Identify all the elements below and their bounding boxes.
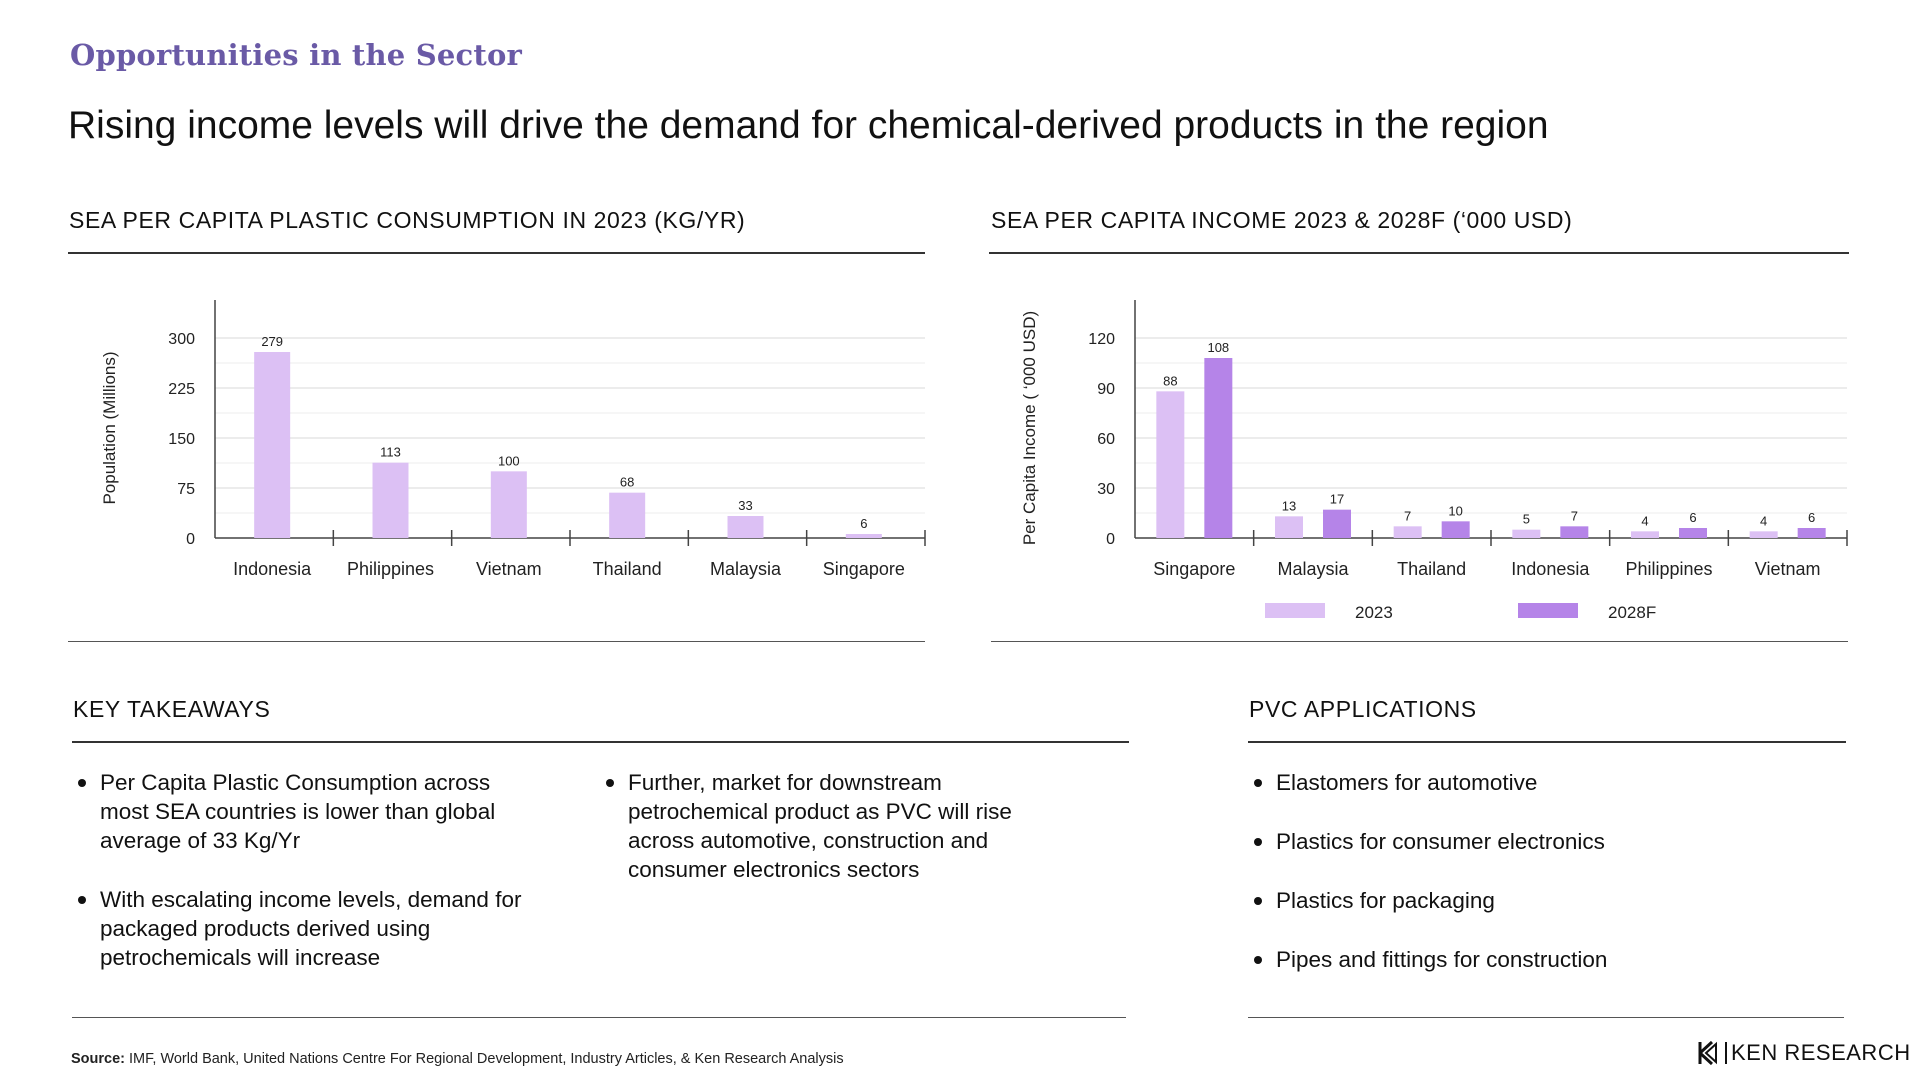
bar — [1323, 509, 1351, 538]
bar — [1393, 526, 1422, 538]
y-tick-label: 0 — [1106, 531, 1115, 548]
legend-swatch — [1265, 603, 1325, 618]
data-label: 113 — [380, 445, 401, 460]
y-tick-label: 30 — [1097, 481, 1115, 498]
y-tick-label: 300 — [168, 331, 195, 348]
pvc-applications-bottom-rule — [1248, 1017, 1844, 1018]
takeaways-column-1: Per Capita Plastic Consumption across mo… — [74, 768, 544, 972]
x-tick-label: Thailand — [593, 559, 662, 579]
bar — [1797, 528, 1826, 538]
x-tick-label: Vietnam — [476, 559, 542, 579]
right-chart-bottom-rule — [991, 641, 1848, 642]
bar — [1156, 391, 1185, 538]
x-tick-label: Singapore — [1153, 559, 1235, 579]
data-label: 6 — [1808, 510, 1815, 525]
plastic-consumption-chart: 0 75 150 225 300 Population (Millions) 279 Indo… — [100, 300, 926, 579]
y-tick-label: 225 — [168, 381, 195, 398]
source-text: IMF, World Bank, United Nations Centre F… — [125, 1051, 844, 1067]
data-label: 7 — [1404, 508, 1411, 523]
y-tick-label: 90 — [1097, 381, 1115, 398]
data-label: 5 — [1523, 512, 1530, 527]
legend-label: 2023 — [1355, 603, 1393, 622]
page-headline: Rising income levels will drive the dema… — [68, 104, 1549, 147]
takeaway-item: Per Capita Plastic Consumption across mo… — [74, 768, 544, 855]
bar — [1631, 531, 1659, 538]
application-item: Plastics for packaging — [1250, 886, 1810, 915]
left-chart-title: SEA PER CAPITA PLASTIC CONSUMPTION IN 20… — [69, 207, 746, 233]
key-takeaways-rule — [72, 741, 1129, 743]
data-label: 4 — [1641, 513, 1648, 528]
bar — [609, 492, 646, 538]
bar — [1560, 526, 1589, 538]
bar — [1512, 529, 1541, 538]
y-tick-label: 0 — [186, 531, 195, 548]
bar — [254, 352, 291, 538]
ken-research-logo: KEN RESEARCH — [1697, 1040, 1911, 1066]
x-tick-label: Singapore — [823, 559, 905, 579]
x-tick-label: Philippines — [1625, 559, 1712, 579]
x-tick-label: Malaysia — [1277, 559, 1349, 579]
data-label: 88 — [1163, 373, 1177, 388]
key-takeaways-title: KEY TAKEAWAYS — [73, 696, 271, 722]
left-chart-bottom-rule — [68, 641, 925, 642]
takeaway-item: Further, market for downstream petrochem… — [602, 768, 1072, 884]
pvc-applications-list: Elastomers for automotive Plastics for c… — [1250, 768, 1810, 974]
y-tick-label: 120 — [1088, 331, 1115, 348]
legend-swatch — [1518, 603, 1578, 618]
eyebrow-title: Opportunities in the Sector — [70, 38, 522, 72]
x-tick-label: Indonesia — [1511, 559, 1590, 579]
bar — [490, 471, 527, 538]
data-label: 17 — [1330, 492, 1344, 507]
data-label: 13 — [1282, 498, 1296, 513]
data-label: 7 — [1571, 508, 1578, 523]
left-chart-top-rule — [68, 252, 925, 254]
legend-label: 2028F — [1608, 603, 1656, 622]
data-label: 68 — [620, 475, 634, 490]
key-takeaways-bottom-rule — [72, 1017, 1126, 1018]
source-label: Source: — [71, 1051, 125, 1067]
bar — [372, 462, 409, 538]
ken-research-logo-icon — [1698, 1040, 1717, 1066]
y-axis-title: Per Capita Income ( ‘000 USD) — [1020, 311, 1039, 545]
takeaway-item: With escalating income levels, demand fo… — [74, 885, 544, 972]
data-label: 279 — [261, 334, 283, 349]
data-label: 6 — [860, 516, 867, 531]
y-tick-label: 60 — [1097, 431, 1115, 448]
y-tick-label: 75 — [177, 481, 195, 498]
data-label: 4 — [1760, 513, 1767, 528]
data-label: 10 — [1448, 503, 1462, 518]
x-tick-label: Thailand — [1397, 559, 1466, 579]
right-chart-title: SEA PER CAPITA INCOME 2023 & 2028F (‘000… — [991, 207, 1573, 233]
pvc-applications-rule — [1248, 741, 1846, 743]
takeaways-column-2: Further, market for downstream petrochem… — [602, 768, 1072, 884]
data-label: 6 — [1689, 510, 1696, 525]
x-tick-label: Philippines — [347, 559, 434, 579]
bar — [727, 516, 764, 538]
per-capita-income-chart: 0 30 60 90 120 Per Capita Income ( ‘000 USD) 8… — [1020, 300, 1848, 622]
x-tick-label: Vietnam — [1755, 559, 1821, 579]
data-label: 100 — [498, 453, 520, 468]
y-tick-label: 150 — [168, 431, 195, 448]
logo-wordmark: KEN RESEARCH — [1731, 1040, 1911, 1065]
x-tick-label: Malaysia — [710, 559, 782, 579]
data-label: 33 — [738, 498, 752, 513]
bar — [1204, 358, 1233, 538]
source-note: Source: IMF, World Bank, United Nations … — [71, 1051, 844, 1067]
application-item: Plastics for consumer electronics — [1250, 827, 1810, 856]
y-axis-title: Population (Millions) — [100, 351, 119, 504]
bar — [1441, 521, 1470, 538]
right-chart-top-rule — [989, 252, 1849, 254]
x-tick-label: Indonesia — [233, 559, 312, 579]
bar — [845, 534, 882, 538]
bar — [1749, 531, 1778, 538]
data-label: 108 — [1207, 340, 1229, 355]
bar — [1679, 528, 1707, 538]
application-item: Pipes and fittings for construction — [1250, 945, 1810, 974]
pvc-applications-title: PVC APPLICATIONS — [1249, 696, 1477, 722]
bar — [1275, 516, 1303, 538]
application-item: Elastomers for automotive — [1250, 768, 1810, 797]
